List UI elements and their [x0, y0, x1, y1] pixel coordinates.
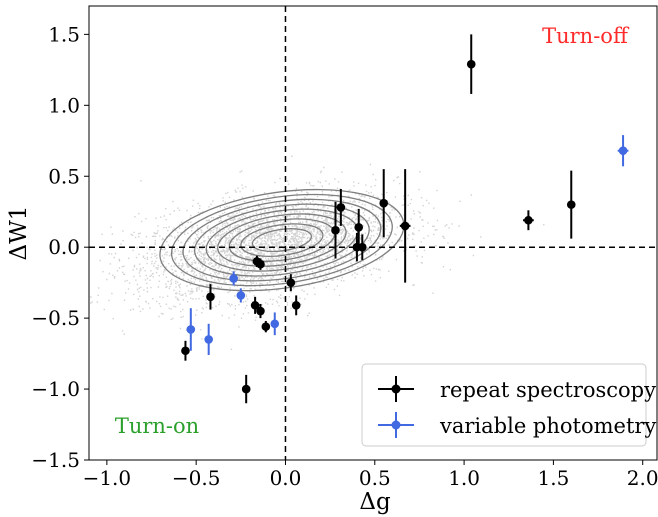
data-point: [399, 169, 411, 283]
legend-label-repeat-spectroscopy: repeat spectroscopy: [440, 378, 656, 402]
point-marker: [466, 59, 476, 69]
point-marker: [241, 384, 251, 394]
y-tick-label: −1.0: [31, 377, 80, 401]
point-marker: [286, 278, 296, 287]
point-marker: [256, 306, 265, 316]
density-contour: [182, 198, 382, 282]
point-marker: [204, 335, 213, 344]
point-marker: [336, 203, 346, 212]
data-point: [466, 34, 476, 94]
point-marker: [229, 274, 238, 283]
data-point: [357, 234, 367, 260]
axes: −1.0 −0.5 0.0 0.5 1.0 1.5 2.0−1.5−1.0−0.50.00.…: [31, 22, 658, 490]
data-point: [261, 320, 271, 333]
point-marker: [379, 198, 389, 208]
point-marker: [261, 322, 271, 331]
data-point: [291, 295, 301, 316]
data-point: [186, 308, 196, 351]
point-marker: [181, 346, 190, 356]
data-point: [250, 296, 260, 314]
y-tick-label: 0.5: [48, 164, 80, 188]
legend-marker-variable-photometry: [378, 412, 414, 438]
data-point: [354, 208, 364, 246]
plot-frame: [88, 5, 658, 461]
legend-box: [361, 363, 647, 447]
data-point: [229, 271, 238, 286]
data-point: [617, 135, 629, 167]
point-marker: [618, 146, 628, 156]
point-marker: [236, 291, 246, 300]
point-marker: [206, 292, 215, 302]
y-tick-label: −1.5: [31, 448, 80, 472]
density-contour: [240, 223, 324, 257]
y-tick-label: −0.5: [31, 306, 80, 330]
data-point: [181, 340, 190, 361]
density-contour: [251, 228, 313, 253]
data-point: [566, 170, 576, 239]
data-point: [256, 303, 265, 319]
y-tick-label: 1.5: [48, 22, 80, 46]
annotation-turn-on: Turn-on: [115, 414, 199, 438]
data-point: [379, 169, 389, 238]
point-marker: [524, 215, 533, 225]
annotation-turn-off: Turn-off: [542, 24, 630, 48]
density-contour: [193, 203, 370, 277]
point-marker: [400, 221, 410, 231]
series-layer: [181, 34, 629, 404]
background-layer: [89, 155, 545, 350]
x-tick-label: −1.0: [83, 466, 132, 490]
data-point: [331, 201, 340, 259]
data-point: [241, 374, 251, 404]
y-axis-label: ΔW1: [6, 206, 32, 261]
x-tick-label: 0.5: [359, 466, 391, 490]
data-point: [270, 312, 280, 336]
x-tick-label: 1.5: [537, 466, 569, 490]
series-repeat-spectroscopy: [181, 34, 576, 404]
point-marker: [256, 259, 265, 269]
background-dots: [89, 155, 545, 350]
data-point: [336, 189, 346, 226]
density-contour: [217, 213, 347, 267]
series-variable-photometry: [186, 135, 629, 356]
point-marker: [357, 242, 367, 252]
data-point: [523, 210, 534, 231]
data-point: [256, 258, 265, 270]
x-axis-label: Δg: [359, 489, 391, 515]
legend-label-variable-photometry: variable photometry: [439, 414, 656, 438]
point-marker: [186, 325, 196, 334]
x-tick-label: 1.0: [448, 466, 480, 490]
reference-lines: [89, 6, 657, 460]
legend-marker-repeat-spectroscopy: [378, 376, 414, 402]
point-marker: [354, 223, 364, 232]
x-tick-label: 2.0: [627, 466, 658, 490]
x-tick-label: −0.5: [172, 466, 221, 490]
point-marker: [331, 225, 340, 235]
legend: repeat spectroscopy variable photometry: [361, 363, 656, 447]
data-point: [206, 284, 215, 310]
data-point: [236, 288, 246, 303]
background-population: [89, 155, 545, 350]
point-marker: [566, 200, 576, 209]
x-tick-label: 0.0: [270, 466, 302, 490]
y-tick-label: 0.0: [48, 235, 80, 259]
data-point: [286, 274, 296, 292]
point-marker: [250, 301, 260, 310]
data-point: [204, 323, 213, 356]
point-marker: [270, 319, 280, 329]
point-marker: [291, 301, 301, 310]
y-tick-label: 1.0: [48, 93, 80, 117]
